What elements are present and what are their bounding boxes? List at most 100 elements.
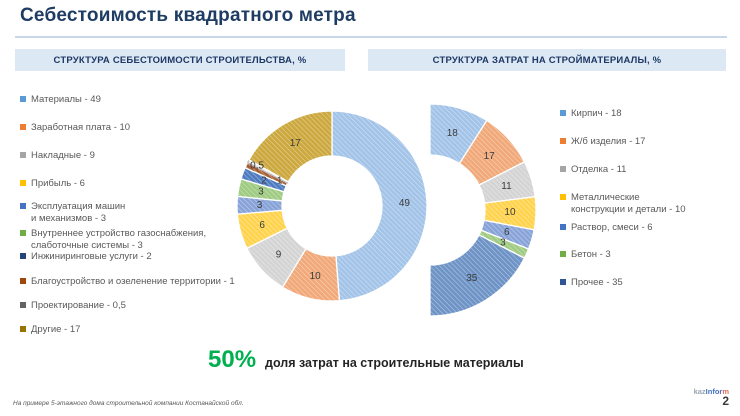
legend-bullet <box>560 138 566 144</box>
panel-header-cost-structure: СТРУКТУРА СЕБЕСТОИМОСТИ СТРОИТЕЛЬСТВА, % <box>15 49 345 71</box>
slice-label: 10 <box>504 207 516 218</box>
legend-label: Прибыль - 6 <box>31 178 85 189</box>
slice-label: 35 <box>466 273 478 284</box>
legend-bullet <box>560 279 566 285</box>
legend-label: Раствор, смеси - 6 <box>571 222 653 233</box>
pie-slice-hatch <box>237 196 283 215</box>
pie-slice-hatch <box>481 220 535 250</box>
slice-label: 3 <box>258 187 264 198</box>
legend-item: Бетон - 3 <box>560 249 732 261</box>
title-divider <box>15 36 727 38</box>
footnote: На примере 5-этажного дома строительной … <box>13 400 244 407</box>
legend-label: Кирпич - 18 <box>571 108 622 119</box>
legend-bullet <box>560 224 566 230</box>
legend-label: Другие - 17 <box>31 324 81 335</box>
legend-item: Другие - 17 <box>20 324 255 336</box>
pie-slice-hatch <box>248 111 332 182</box>
logo-part-m: m <box>722 387 729 396</box>
slice-label: 0,5 <box>250 160 264 171</box>
slice-label: 2 <box>261 176 267 187</box>
legend-bullet <box>560 194 566 200</box>
legend-bullet <box>20 96 26 102</box>
materials-half-donut-chart: 18 17 11 10 63 35 <box>429 103 537 317</box>
highlight-text: доля затрат на строительные материалы <box>265 356 524 370</box>
legend-bullet <box>20 152 26 158</box>
legend-item: Отделка - 11 <box>560 164 732 176</box>
logo-part-kaz: kaz <box>693 387 706 396</box>
page-title: Себестоимость квадратного метра <box>20 5 356 26</box>
slice-label: 49 <box>399 198 411 209</box>
legend-bullet <box>20 253 26 259</box>
legend-item: Проектирование - 0,5 <box>20 300 255 312</box>
pie-slice-hatch <box>479 161 536 204</box>
brand-block: kazInform 2 <box>694 388 729 408</box>
legend-bullet <box>560 110 566 116</box>
slice-label: 17 <box>290 138 302 149</box>
slice-label: 6 <box>504 227 510 238</box>
slice-label: 10 <box>310 271 322 282</box>
legend-item: Эксплуатация машин и механизмов - 3 <box>20 201 255 224</box>
slice-label: 18 <box>447 128 459 139</box>
pie-slice-hatch <box>240 167 287 192</box>
legend-label: Бетон - 3 <box>571 249 611 260</box>
pie-slice-hatch <box>246 228 306 288</box>
legend-item: Раствор, смеси - 6 <box>560 222 732 234</box>
legend-label: Металлические конструкции и детали - 10 <box>571 192 686 215</box>
legend-bullet <box>560 251 566 257</box>
slice-label: 9 <box>276 250 282 261</box>
pie-slice-hatch <box>430 104 487 164</box>
legend-bullet <box>560 166 566 172</box>
legend-label: Прочее - 35 <box>571 277 623 288</box>
kazinform-logo: kazInform <box>694 388 729 396</box>
legend-label: Заработная плата - 10 <box>31 122 131 133</box>
slice-label: 6 <box>259 220 265 231</box>
panel-header-materials-costs: СТРУКТУРА ЗАТРАТ НА СТРОЙМАТЕРИАЛЫ, % <box>368 49 726 71</box>
legend-bullet <box>20 278 26 284</box>
legend-item: Кирпич - 18 <box>560 108 732 120</box>
slice-label: 17 <box>484 151 496 162</box>
legend-label: Ж/б изделия - 17 <box>571 136 646 147</box>
legend-bullet <box>20 124 26 130</box>
logo-part-infor: Infor <box>705 387 723 396</box>
legend-item: Благоустройство и озеленение территории … <box>20 276 255 288</box>
pie-slice-hatch <box>237 210 288 249</box>
pie-slice-hatch <box>247 159 289 184</box>
legend-bullet <box>20 203 26 209</box>
legend-label: Эксплуатация машин и механизмов - 3 <box>31 201 126 224</box>
slice-label: 1 <box>277 176 283 187</box>
highlight-percent: 50% <box>208 346 257 373</box>
legend-label: Материалы - 49 <box>31 94 101 105</box>
legend-item: Инжиниринговые услуги - 2 <box>20 251 255 263</box>
legend-item: Металлические конструкции и детали - 10 <box>560 192 732 215</box>
legend-item: Накладные - 9 <box>20 150 255 162</box>
legend-label: Проектирование - 0,5 <box>31 300 126 311</box>
legend-item: Прибыль - 6 <box>20 178 255 190</box>
pie-slice-hatch <box>459 120 525 186</box>
slice-label: 3 <box>500 238 506 249</box>
pie-slice-hatch <box>479 230 529 259</box>
legend-bullet <box>20 230 26 236</box>
pie-slice-hatch <box>484 196 537 230</box>
legend-label: Внутреннее устройство газоснабжения, сла… <box>31 228 207 251</box>
legend-bullet <box>20 302 26 308</box>
pie-slice-hatch <box>237 178 285 201</box>
pie-slice-hatch <box>332 111 427 301</box>
legend-bullet <box>20 326 26 332</box>
pie-slice-hatch <box>430 234 525 316</box>
legend-item: Ж/б изделия - 17 <box>560 136 732 148</box>
legend-label: Накладные - 9 <box>31 150 95 161</box>
pie-slice-hatch <box>282 248 340 301</box>
legend-label: Инжиниринговые услуги - 2 <box>31 251 152 262</box>
legend-label: Благоустройство и озеленение территории … <box>31 276 235 287</box>
slice-label: 3 <box>257 200 263 211</box>
legend-item: Заработная плата - 10 <box>20 122 255 134</box>
legend-item: Прочее - 35 <box>560 277 732 289</box>
highlight-callout: 50% доля затрат на строительные материал… <box>208 346 524 374</box>
legend-label: Отделка - 11 <box>571 164 627 175</box>
legend-item: Материалы - 49 <box>20 94 255 106</box>
legend-item: Внутреннее устройство газоснабжения, сла… <box>20 228 255 251</box>
legend-bullet <box>20 180 26 186</box>
